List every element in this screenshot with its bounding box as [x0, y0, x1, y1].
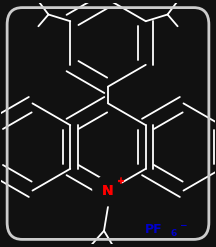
Text: +: +	[117, 177, 125, 186]
Text: 6: 6	[170, 229, 176, 238]
Text: N: N	[102, 184, 114, 198]
Text: −: −	[179, 221, 186, 230]
Text: N: N	[102, 184, 114, 198]
Circle shape	[93, 175, 123, 206]
Text: +: +	[117, 176, 125, 185]
Text: PF: PF	[145, 223, 162, 236]
